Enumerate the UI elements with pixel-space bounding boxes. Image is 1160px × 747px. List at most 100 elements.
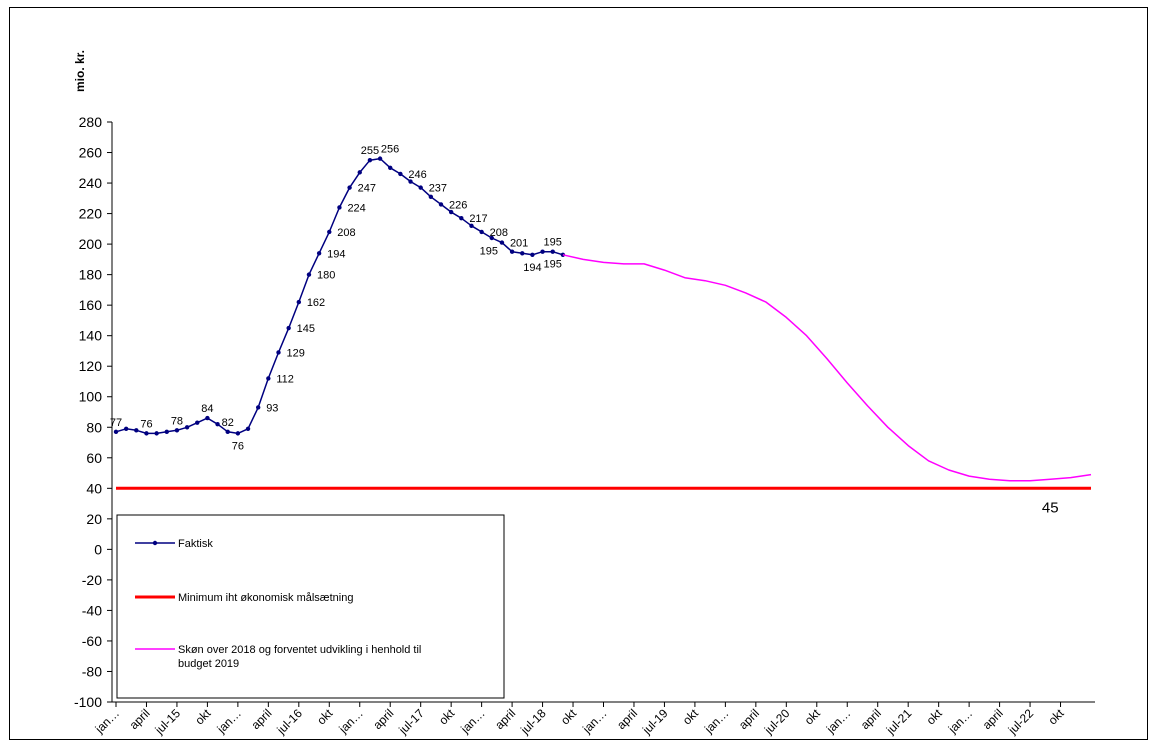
data-label: 194: [523, 262, 541, 274]
data-point: [398, 171, 403, 177]
x-tick-label: jan…: [457, 706, 487, 736]
x-tick-label: okt: [802, 706, 824, 728]
data-label: 194: [327, 248, 345, 260]
y-tick-label: 140: [79, 328, 103, 344]
y-tick-label: 220: [79, 206, 103, 222]
data-label: 76: [232, 440, 244, 452]
data-label: 77: [110, 417, 122, 429]
data-point: [184, 425, 190, 430]
data-point: [530, 252, 535, 257]
data-label: 112: [276, 373, 294, 385]
x-tick-label: okt: [558, 706, 580, 728]
x-tick-label: jul-15: [152, 706, 184, 738]
data-point: [509, 249, 515, 254]
data-point: [113, 429, 119, 435]
y-tick-label: -20: [82, 572, 102, 588]
data-point: [469, 223, 474, 228]
data-label: 237: [429, 183, 447, 195]
data-point: [286, 325, 291, 331]
data-label: 208: [490, 227, 508, 239]
x-tick-label: april: [249, 706, 275, 732]
data-label: 78: [171, 415, 183, 427]
x-tick-label: okt: [192, 706, 214, 728]
data-point: [195, 420, 200, 425]
x-tick-label: okt: [436, 706, 458, 728]
x-tick-label: april: [980, 706, 1006, 732]
data-label: 195: [544, 259, 562, 271]
y-tick-label: 280: [79, 114, 103, 130]
data-point: [347, 185, 352, 190]
x-tick-label: jul-16: [274, 706, 306, 738]
data-point: [296, 299, 302, 305]
data-point: [489, 235, 494, 241]
y-tick-label: 160: [79, 297, 103, 313]
y-tick-label: -80: [82, 663, 102, 679]
data-label: 82: [222, 417, 234, 429]
data-label: 180: [317, 270, 335, 282]
y-tick-label: 200: [79, 236, 103, 252]
data-point: [418, 185, 423, 190]
data-label: 208: [337, 227, 355, 239]
line-chart: mio. kr. -100 -80 -60 -40 -20 0 20 40 60 80 100 120…: [73, 50, 1095, 738]
data-label: 217: [469, 213, 487, 225]
data-point: [459, 215, 464, 221]
data-label: 256: [381, 144, 399, 156]
data-label: 195: [480, 246, 498, 258]
data-point: [337, 205, 342, 210]
x-tick-label: april: [127, 706, 153, 732]
data-label: 195: [544, 237, 562, 249]
legend-label: Skøn over 2018 og forventet udvikling i …: [178, 644, 421, 670]
data-point: [479, 229, 484, 235]
data-label: 255: [361, 145, 379, 157]
x-tick-label: april: [492, 706, 518, 732]
data-point: [123, 426, 129, 431]
data-point: [306, 272, 312, 277]
data-point: [550, 249, 555, 254]
data-point: [134, 428, 139, 433]
x-tick-label: jul-22: [1005, 706, 1037, 738]
data-point: [367, 157, 373, 163]
data-point: [245, 426, 251, 431]
data-point: [560, 252, 566, 257]
y-tick-label: 240: [79, 175, 103, 191]
data-label: 247: [358, 183, 376, 195]
y-tick-label: 0: [94, 541, 102, 557]
data-label: 246: [408, 169, 426, 181]
data-point: [316, 251, 322, 256]
data-label: 129: [287, 347, 305, 359]
x-tick-label: okt: [314, 706, 336, 728]
legend-box: [116, 514, 505, 699]
series-line: [562, 254, 1092, 482]
y-tick-label: 260: [79, 145, 103, 161]
y-tick-label: -40: [82, 602, 102, 618]
data-label: 84: [201, 403, 213, 415]
data-point: [154, 431, 159, 436]
y-tick-label: 60: [86, 450, 102, 466]
legend-label: Minimum iht økonomisk målsætning: [178, 592, 353, 604]
y-tick-label: 120: [79, 358, 103, 374]
y-tick-label: -100: [74, 694, 102, 710]
y-tick-label: 100: [79, 389, 103, 405]
data-label: 201: [510, 238, 528, 250]
x-tick-label: okt: [1045, 706, 1067, 728]
legend-marker: [152, 540, 158, 546]
x-tick-label: jul-18: [517, 706, 549, 738]
x-tick-label: jan…: [214, 706, 244, 736]
data-point: [276, 350, 281, 355]
data-point: [377, 156, 383, 161]
data-point: [205, 415, 210, 421]
data-point: [388, 165, 393, 170]
y-axis: -100 -80 -60 -40 -20 0 20 40 60 80 100 120 140 160 180…: [74, 114, 113, 710]
x-tick-label: jul-19: [639, 706, 671, 738]
x-tick-label: april: [736, 706, 762, 732]
legend: Faktisk Minimum iht økonomisk målsætning S…: [116, 514, 505, 699]
data-label: 145: [297, 323, 315, 335]
y-axis-title: mio. kr.: [73, 50, 87, 92]
y-tick-label: 40: [86, 480, 102, 496]
data-point: [266, 376, 271, 381]
data-point: [448, 209, 454, 215]
x-tick-label: jul-17: [395, 706, 427, 738]
legend-label-line: Skøn over 2018 og forventet udvikling i …: [178, 644, 421, 656]
data-point: [174, 428, 180, 433]
data-point: [408, 179, 413, 184]
